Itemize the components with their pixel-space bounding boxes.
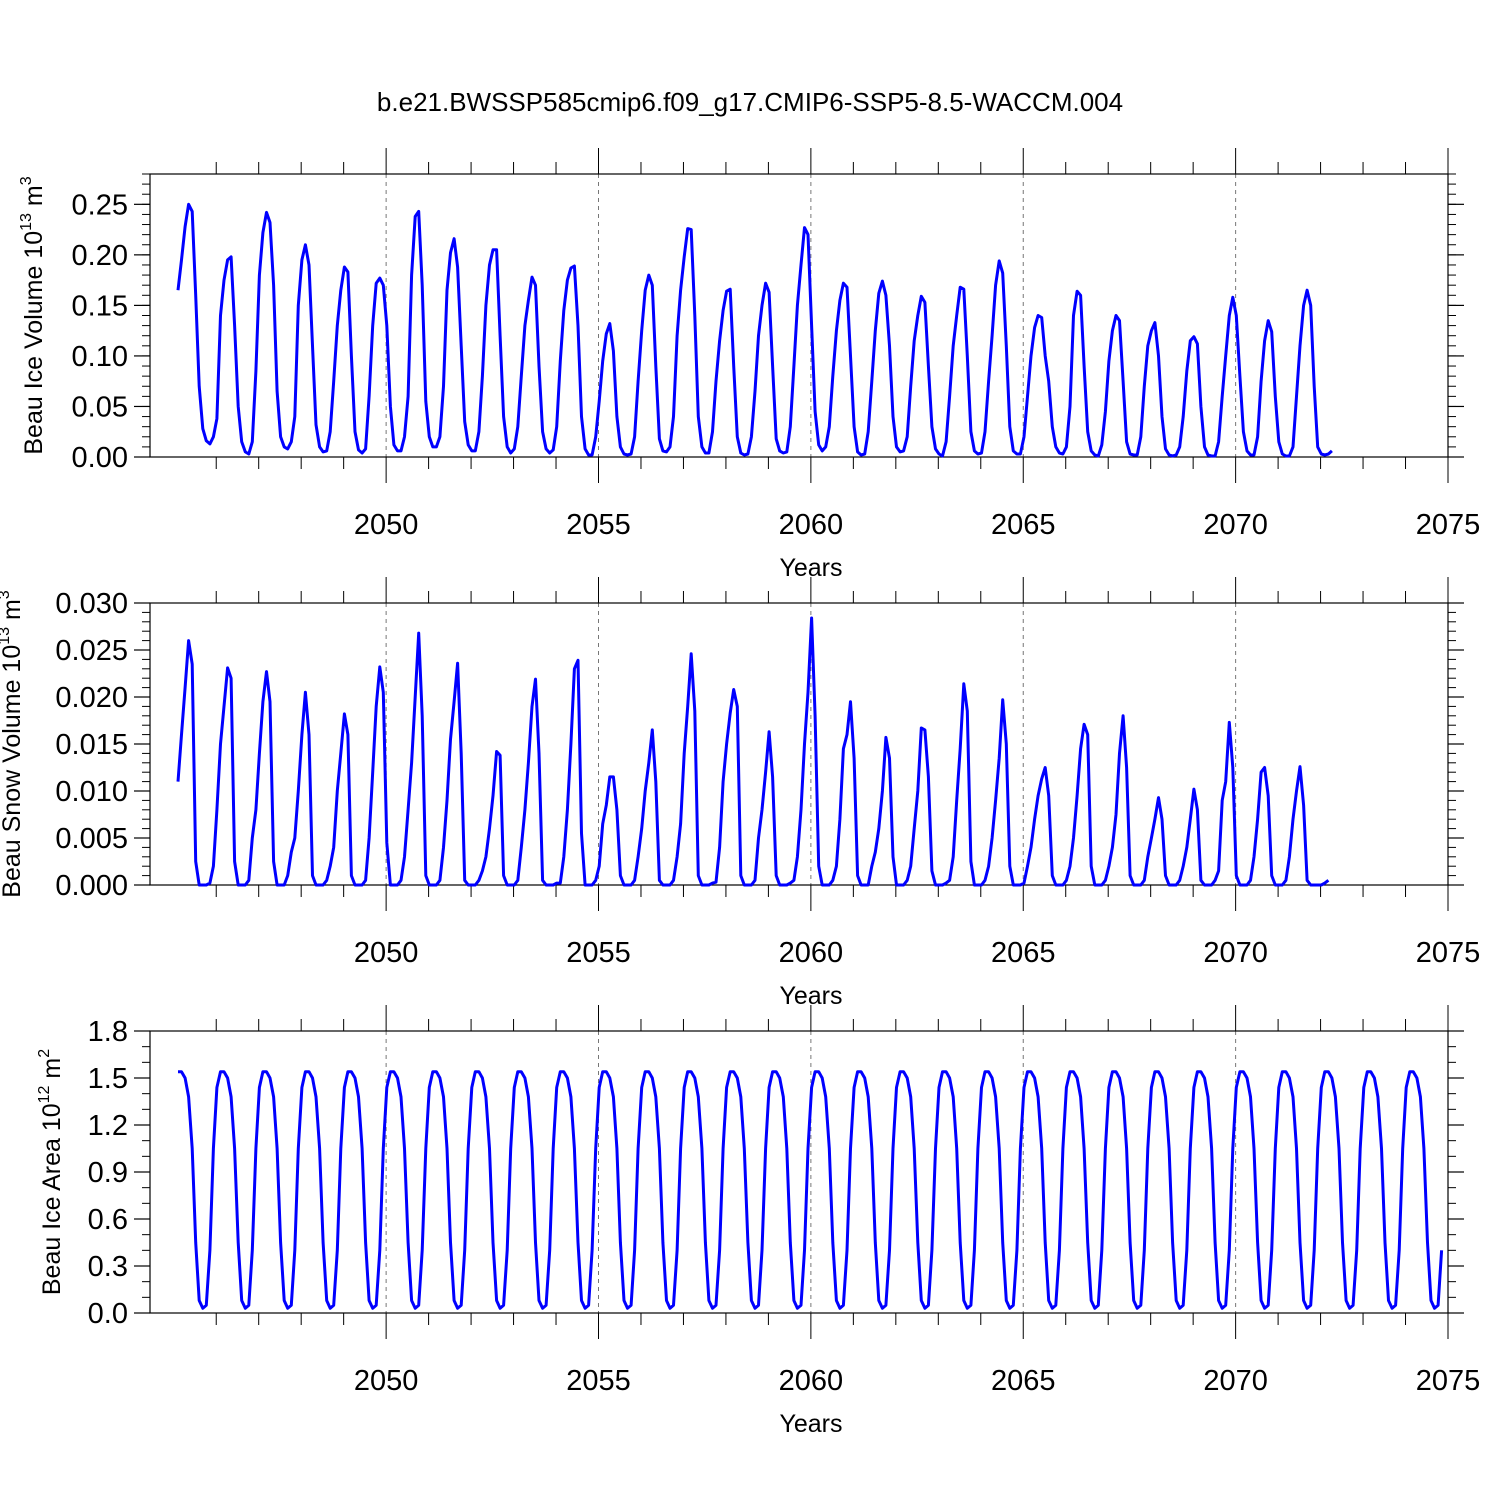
x-tick-label: 2070 <box>1203 509 1268 541</box>
figure-title: b.e21.BWSSP585cmip6.f09_g17.CMIP6-SSP5-8… <box>377 87 1123 117</box>
x-tick-label: 2050 <box>354 1365 419 1397</box>
x-tick-label: 2055 <box>566 1365 631 1397</box>
plot-frame <box>149 173 1449 458</box>
x-tick-label: 2065 <box>991 937 1056 969</box>
y-tick-label: 0.010 <box>55 776 128 808</box>
x-tick-label: 2050 <box>354 509 419 541</box>
y-tick-label: 0.9 <box>88 1157 128 1189</box>
plot-frame <box>149 1030 1449 1314</box>
x-tick-label: 2075 <box>1416 1365 1481 1397</box>
y-tick-label: 0.25 <box>72 189 128 221</box>
y-tick-label: 0.6 <box>88 1204 128 1236</box>
y-tick-label: 0.005 <box>55 823 128 855</box>
y-tick-label: 0.05 <box>72 391 128 423</box>
y-tick-label: 0.0 <box>88 1298 128 1330</box>
y-tick-label: 0.3 <box>88 1251 128 1283</box>
x-tick-label: 2075 <box>1416 937 1481 969</box>
x-tick-label: 2060 <box>779 937 844 969</box>
y-tick-label: 0.15 <box>72 290 128 322</box>
y-tick-label: 0.10 <box>72 341 128 373</box>
y-tick-label: 1.2 <box>88 1110 128 1142</box>
y-tick-label: 0.025 <box>55 635 128 667</box>
x-tick-label: 2075 <box>1416 509 1481 541</box>
y-tick-label: 0.000 <box>55 870 128 902</box>
x-tick-label: 2060 <box>779 509 844 541</box>
y-tick-label: 0.020 <box>55 682 128 714</box>
y-tick-label: 0.015 <box>55 729 128 761</box>
x-tick-label: 2065 <box>991 1365 1056 1397</box>
panel-3: 0.0 0.3 0.6 0.9 1.2 1.5 1.8 2050 2055 2060 2065 207… <box>36 1005 1480 1438</box>
y-tick-label: 0.20 <box>72 240 128 272</box>
y-tick-label: 0.00 <box>72 442 128 474</box>
series-line <box>176 202 1333 458</box>
series-line <box>178 1070 1444 1310</box>
x-axis-label: Years <box>779 1410 842 1438</box>
y-tick-label: 1.5 <box>88 1063 128 1095</box>
y-axis-label: Beau Ice Area 1012 m2 <box>36 1049 66 1295</box>
y-tick-label: 0.030 <box>55 588 128 620</box>
x-tick-label: 2070 <box>1203 1365 1268 1397</box>
y-tick-label: 1.8 <box>88 1016 128 1048</box>
y-axis-label: Beau Snow Volume 1013 m3 <box>0 590 26 898</box>
x-tick-label: 2065 <box>991 509 1056 541</box>
x-tick-label: 2055 <box>566 509 631 541</box>
panel-1: 0.00 0.05 0.10 0.15 0.20 0.25 2050 2055 2060 2065… <box>18 148 1480 582</box>
series-line <box>176 616 1330 887</box>
panels: 0.00 0.05 0.10 0.15 0.20 0.25 2050 2055 2060 2065… <box>0 148 1480 1438</box>
x-tick-label: 2050 <box>354 937 419 969</box>
x-tick-label: 2060 <box>779 1365 844 1397</box>
x-tick-label: 2070 <box>1203 937 1268 969</box>
panel-2: 0.000 0.005 0.010 0.015 0.020 0.025 0.030 2050 2… <box>0 577 1480 1010</box>
y-axis-label: Beau Ice Volume 1013 m3 <box>18 176 48 454</box>
x-tick-label: 2055 <box>566 937 631 969</box>
